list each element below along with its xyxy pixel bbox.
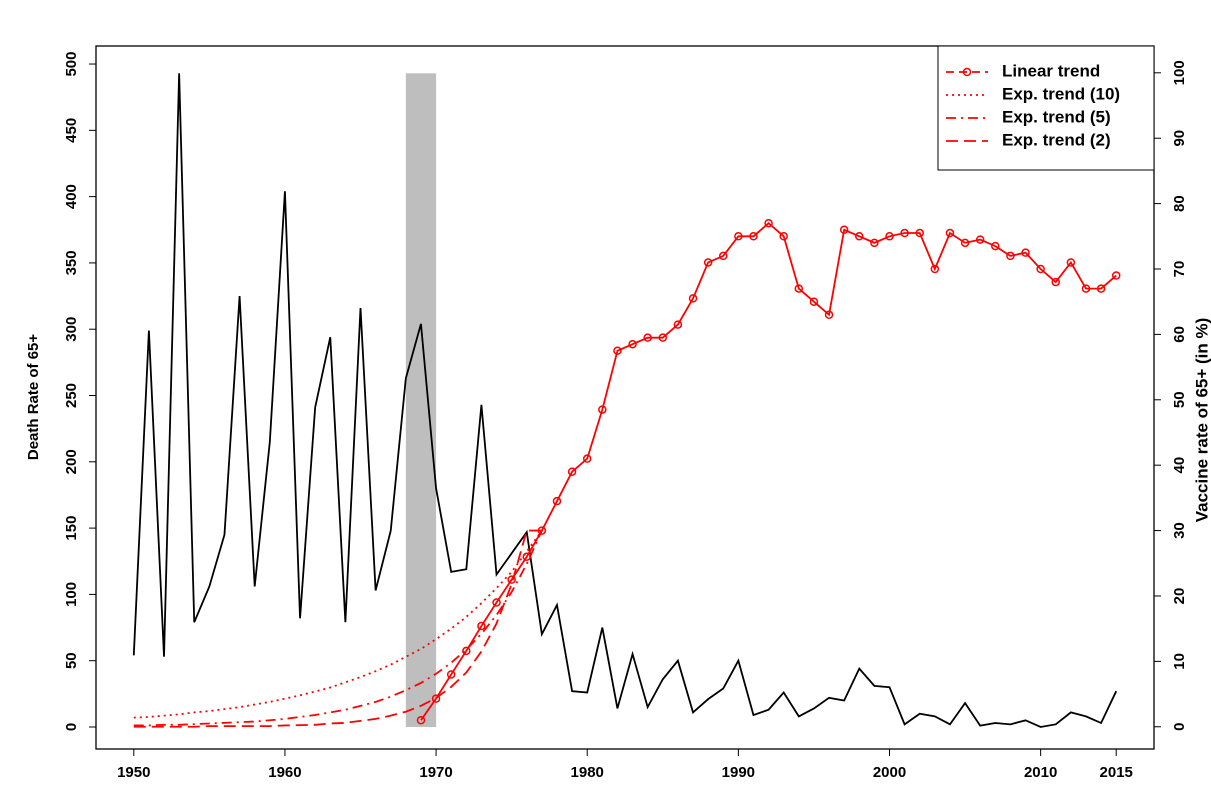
series-line <box>133 530 543 727</box>
y-tick-label: 150 <box>63 516 80 541</box>
point <box>1081 284 1091 293</box>
point <box>1096 284 1106 293</box>
y-tick-label: 250 <box>63 383 80 408</box>
point <box>809 297 819 306</box>
point <box>718 251 728 261</box>
point <box>446 670 456 679</box>
plot-frame <box>95 45 1155 750</box>
point <box>1051 277 1061 287</box>
point <box>960 238 970 248</box>
point <box>794 284 804 293</box>
point <box>749 232 758 241</box>
point <box>839 225 849 235</box>
point <box>779 232 788 241</box>
point <box>975 235 985 244</box>
shaded-region <box>405 73 437 727</box>
point <box>1111 271 1121 280</box>
y-tick-label: 100 <box>63 582 80 607</box>
point <box>673 320 683 329</box>
point <box>1066 258 1076 267</box>
point <box>416 715 426 725</box>
point <box>824 310 834 320</box>
point <box>552 496 562 506</box>
point <box>582 454 592 463</box>
point <box>613 346 622 355</box>
y-tick-label: 0 <box>63 723 80 731</box>
legend-label: Exp. trend (5) <box>1002 107 1111 126</box>
x-tick-label: 1950 <box>117 764 150 781</box>
y-tick-label: 350 <box>63 250 80 275</box>
point <box>1006 251 1015 261</box>
point <box>462 646 471 656</box>
y-tick-label: 500 <box>63 52 80 77</box>
point <box>431 694 441 703</box>
x-tick-label: 1960 <box>268 764 301 781</box>
x-tick-label: 1970 <box>419 764 452 781</box>
legend-label: Linear trend <box>1002 61 1100 80</box>
point <box>628 339 637 349</box>
x-tick-label: 2000 <box>873 764 906 781</box>
y2-tick-label: 10 <box>1171 653 1188 670</box>
y-tick-label: 400 <box>63 184 80 209</box>
y2-tick-label: 70 <box>1171 261 1188 278</box>
point <box>915 228 924 238</box>
y2-tick-label: 100 <box>1171 60 1188 85</box>
y2-tick-label: 20 <box>1171 588 1188 605</box>
point <box>764 218 773 228</box>
series-line <box>132 73 1118 728</box>
series-line <box>133 529 542 728</box>
legend-label: Exp. trend (10) <box>1002 84 1120 103</box>
point <box>885 232 894 241</box>
legend-marker <box>962 67 972 77</box>
y-tick-label: 200 <box>63 449 80 474</box>
legend-label: Exp. trend (2) <box>1002 130 1111 149</box>
y-tick-label: 300 <box>63 317 80 342</box>
y-tick-label: 50 <box>63 652 80 669</box>
point <box>991 241 1000 251</box>
point <box>658 333 668 342</box>
x-tick-label: 2010 <box>1024 764 1057 781</box>
y2-tick-label: 80 <box>1171 195 1188 212</box>
point <box>870 238 879 248</box>
x-tick-label: 2015 <box>1100 764 1133 781</box>
y2-tick-label: 40 <box>1171 457 1188 474</box>
point <box>643 333 652 342</box>
point <box>945 228 955 238</box>
y2-tick-label: 30 <box>1171 522 1188 539</box>
y2-axis-label: Vaccine rate of 65+ (in %) <box>1192 318 1211 523</box>
series-line <box>133 530 543 719</box>
x-tick-label: 1980 <box>571 764 604 781</box>
y2-tick-label: 90 <box>1171 130 1188 147</box>
point <box>734 232 743 241</box>
y-tick-label: 450 <box>63 118 80 143</box>
y-axis-label: Death Rate of 65+ <box>25 334 42 461</box>
y2-tick-label: 50 <box>1171 391 1188 408</box>
point <box>598 405 607 414</box>
legend-box <box>937 45 1155 171</box>
point <box>567 467 577 476</box>
point <box>1036 264 1045 274</box>
point <box>855 232 864 241</box>
y2-tick-label: 60 <box>1171 326 1188 343</box>
point <box>1021 248 1030 257</box>
point <box>900 228 909 238</box>
point <box>492 598 501 607</box>
y2-tick-label: 0 <box>1171 723 1188 731</box>
series-line <box>420 222 1117 721</box>
point <box>703 258 713 267</box>
point <box>507 575 516 584</box>
point <box>477 621 486 631</box>
point <box>930 264 940 274</box>
point <box>688 294 698 303</box>
x-tick-label: 1990 <box>722 764 755 781</box>
